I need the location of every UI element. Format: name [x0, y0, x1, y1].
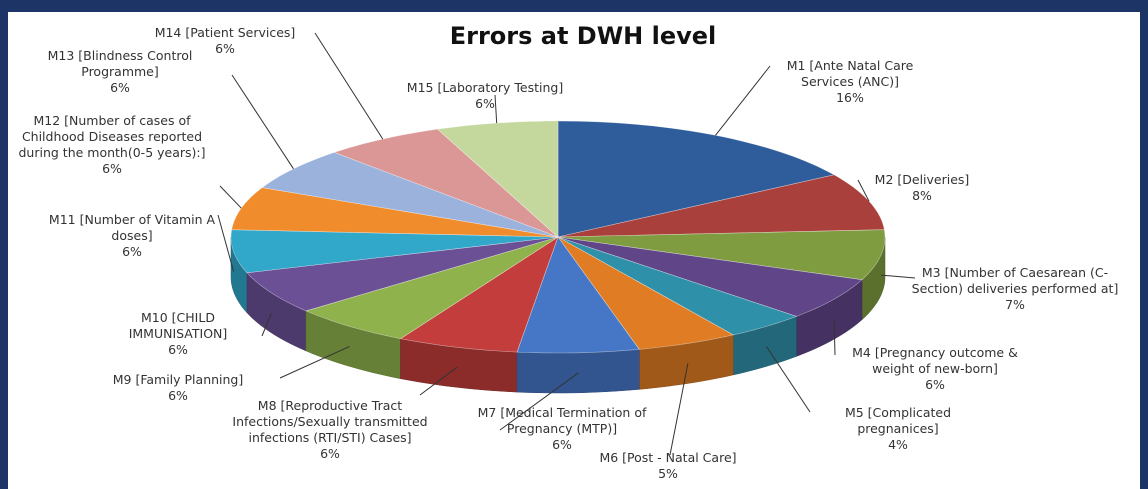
- slice: [516, 236, 640, 354]
- slice-label: M9 [Family Planning] 6%: [78, 372, 278, 404]
- slice-label: M1 [Ante Natal Care Services (ANC)] 16%: [765, 58, 935, 106]
- slice-label: M15 [Laboratory Testing] 6%: [365, 80, 605, 112]
- category-label: M9 [Family Planning]: [112, 372, 244, 387]
- value-label: 6%: [122, 244, 142, 259]
- category-label: M13 [Blindness Control Programme]: [47, 48, 193, 79]
- value-label: 8%: [912, 188, 932, 203]
- slice-label: M6 [Post - Natal Care] 5%: [568, 450, 768, 482]
- leader-line: [261, 312, 272, 337]
- value-label: 6%: [552, 437, 572, 452]
- leader-line: [231, 74, 294, 170]
- slice-label: M3 [Number of Caesarean (C-Section) deli…: [908, 265, 1123, 313]
- category-label: M1 [Ante Natal Care Services (ANC)]: [786, 58, 914, 89]
- slice: [246, 236, 559, 312]
- category-label: M3 [Number of Caesarean (C-Section) deli…: [911, 265, 1119, 296]
- slice-side: [516, 349, 640, 394]
- value-label: 6%: [925, 377, 945, 392]
- slice: [436, 120, 559, 238]
- slice: [305, 236, 559, 340]
- leader-line: [499, 372, 579, 431]
- slice: [261, 152, 559, 238]
- value-label: 6%: [320, 446, 340, 461]
- category-label: M4 [Pregnancy outcome & weight of new-bo…: [852, 345, 1018, 376]
- category-label: M14 [Patient Services]: [154, 25, 296, 40]
- slice-label: M8 [Reproductive Tract Infections/Sexual…: [225, 398, 435, 462]
- value-label: 16%: [836, 90, 864, 105]
- slice-label: M12 [Number of cases of Childhood Diseas…: [7, 113, 217, 177]
- leader-line: [314, 32, 384, 140]
- leader-line: [219, 185, 242, 209]
- slice: [557, 236, 863, 317]
- slice: [399, 236, 559, 353]
- leader-line: [880, 274, 916, 279]
- value-label: 6%: [102, 161, 122, 176]
- slice: [230, 229, 559, 274]
- leader-line: [279, 345, 350, 379]
- leader-line: [669, 363, 689, 456]
- slice-label: M13 [Blindness Control Programme] 6%: [35, 48, 205, 96]
- category-label: M10 [CHILD IMMUNISATION]: [128, 310, 228, 341]
- slice-label: M7 [Medical Termination of Pregnancy (MT…: [457, 405, 667, 453]
- category-label: M11 [Number of Vitamin A doses]: [48, 212, 216, 243]
- slice-label: M5 [Complicated pregnanices] 4%: [823, 405, 973, 453]
- value-label: 7%: [1005, 297, 1025, 312]
- slice: [557, 229, 886, 281]
- slice-label: M11 [Number of Vitamin A doses] 6%: [47, 212, 217, 260]
- category-label: M7 [Medical Termination of Pregnancy (MT…: [477, 405, 647, 436]
- value-label: 6%: [475, 96, 495, 111]
- category-label: M6 [Post - Natal Care]: [599, 450, 737, 465]
- leader-line: [857, 179, 870, 202]
- slice-label: M2 [Deliveries] 8%: [852, 172, 992, 204]
- value-label: 4%: [888, 437, 908, 452]
- leader-line: [217, 214, 235, 272]
- value-label: 6%: [110, 80, 130, 95]
- category-label: M5 [Complicated pregnanices]: [844, 405, 952, 436]
- slice: [557, 236, 798, 336]
- leader-line: [765, 346, 811, 413]
- slice-label: M14 [Patient Services] 6%: [120, 25, 330, 57]
- leader-line: [715, 65, 771, 136]
- slice: [557, 236, 735, 350]
- category-label: M15 [Laboratory Testing]: [406, 80, 564, 95]
- category-label: M2 [Deliveries]: [874, 172, 970, 187]
- category-label: M8 [Reproductive Tract Infections/Sexual…: [232, 398, 428, 445]
- value-label: 6%: [215, 41, 235, 56]
- slice-label: M10 [CHILD IMMUNISATION] 6%: [98, 310, 258, 358]
- value-label: 6%: [168, 388, 188, 403]
- leader-line: [419, 366, 458, 396]
- chart-title: Errors at DWH level: [449, 22, 717, 50]
- leader-line: [494, 94, 498, 124]
- value-label: 5%: [658, 466, 678, 481]
- value-label: 6%: [168, 342, 188, 357]
- slice-label: M4 [Pregnancy outcome & weight of new-bo…: [835, 345, 1035, 393]
- leader-line: [833, 319, 836, 356]
- category-label: M12 [Number of cases of Childhood Diseas…: [18, 113, 206, 160]
